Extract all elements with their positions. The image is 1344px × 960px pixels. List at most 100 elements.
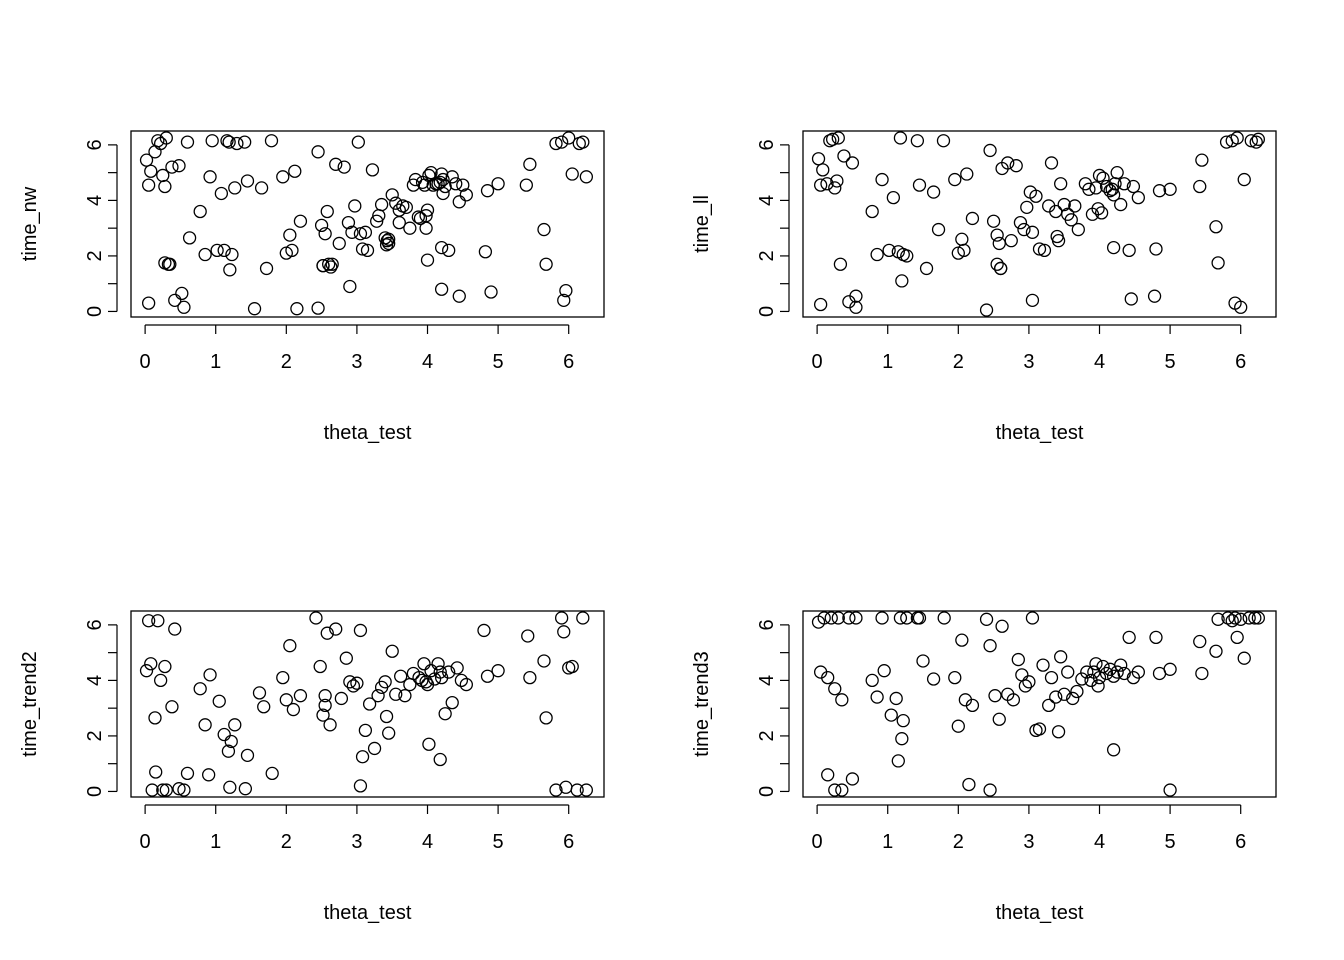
data-point: [149, 765, 163, 779]
data-point: [983, 143, 997, 158]
data-point: [562, 131, 576, 145]
data-point: [979, 303, 994, 317]
data-point: [1106, 743, 1121, 757]
data-point: [374, 197, 389, 212]
data-point: [422, 737, 436, 751]
data-point: [417, 657, 431, 671]
data-point: [519, 178, 533, 192]
data-point: [937, 611, 951, 625]
data-point: [962, 777, 976, 792]
data-point: [293, 214, 308, 228]
data-point: [318, 227, 332, 241]
data-point: [910, 134, 925, 148]
data-point: [151, 134, 165, 148]
data-point: [205, 134, 219, 148]
data-point: [521, 629, 535, 643]
data-point: [849, 300, 863, 314]
data-point: [1163, 182, 1177, 196]
data-point: [198, 718, 212, 732]
data-point: [257, 700, 271, 714]
data-point: [1032, 722, 1047, 736]
data-point: [1114, 197, 1128, 212]
x-tick-label: 3: [1023, 351, 1034, 373]
data-point: [180, 135, 195, 149]
data-point: [353, 623, 368, 638]
data-point: [456, 178, 470, 192]
x-tick-label: 3: [351, 831, 362, 853]
data-point: [1152, 184, 1167, 198]
data-point: [576, 611, 590, 625]
data-point: [983, 783, 997, 797]
y-tick-label: 6: [756, 139, 778, 150]
data-point: [283, 639, 297, 653]
data-point: [1251, 611, 1266, 625]
data-point: [172, 159, 186, 173]
data-point: [214, 186, 229, 201]
data-point: [865, 673, 879, 688]
data-point: [343, 675, 357, 689]
data-point: [1025, 611, 1040, 625]
data-point: [1091, 202, 1105, 216]
data-point: [1126, 179, 1141, 194]
data-point: [1089, 657, 1103, 671]
data-point: [1117, 666, 1131, 681]
data-point: [990, 228, 1004, 242]
x-tick-label: 4: [1094, 831, 1105, 853]
data-point: [1068, 199, 1082, 213]
y-tick-label: 4: [756, 675, 778, 686]
data-point: [370, 214, 384, 228]
data-point: [1049, 690, 1063, 704]
data-point: [1044, 670, 1059, 685]
data-point: [1149, 630, 1163, 645]
data-point: [165, 700, 179, 714]
data-point: [436, 186, 450, 201]
y-tick-label: 2: [84, 730, 106, 741]
plot-box: [802, 130, 1277, 318]
data-point: [202, 768, 216, 782]
data-point: [225, 247, 239, 262]
x-tick-label: 1: [882, 351, 893, 373]
data-point: [151, 614, 165, 628]
data-point: [334, 691, 349, 706]
data-point: [1209, 220, 1223, 234]
data-point: [365, 163, 380, 177]
data-point: [252, 686, 267, 700]
data-point: [842, 611, 856, 625]
data-point: [438, 707, 452, 721]
data-point: [343, 279, 357, 294]
data-point: [549, 783, 563, 797]
data-point: [831, 131, 845, 145]
plot-panel-2: 0 1 2 3 4 5 6 theta_test 0 2 4 6 time_ll: [691, 130, 1277, 444]
data-point: [288, 164, 302, 178]
data-point: [828, 682, 842, 696]
data-point: [378, 675, 392, 689]
data-point: [1131, 190, 1145, 205]
data-point: [313, 659, 327, 674]
data-point: [813, 178, 828, 192]
data-point: [318, 689, 332, 703]
data-point: [223, 780, 237, 794]
data-point: [172, 782, 186, 796]
data-point: [919, 261, 934, 276]
data-point: [1193, 179, 1207, 194]
data-point: [1122, 630, 1136, 645]
data-point: [264, 134, 279, 148]
y-axis: 0 2 4 6: [756, 139, 790, 317]
data-point: [217, 727, 231, 742]
data-point: [442, 243, 456, 258]
data-point: [565, 167, 579, 181]
x-axis: 0 1 2 3 4 5 6: [140, 324, 574, 373]
data-point: [180, 766, 195, 781]
data-point: [1064, 213, 1078, 227]
data-point: [168, 622, 182, 636]
data-point: [203, 668, 217, 682]
data-point: [1044, 156, 1059, 170]
data-point: [203, 170, 217, 184]
data-point: [182, 231, 197, 245]
data-point: [350, 676, 364, 690]
data-point: [948, 670, 962, 685]
data-point: [549, 136, 563, 151]
data-point: [247, 302, 262, 316]
data-point: [990, 257, 1004, 271]
data-point: [1221, 611, 1235, 625]
